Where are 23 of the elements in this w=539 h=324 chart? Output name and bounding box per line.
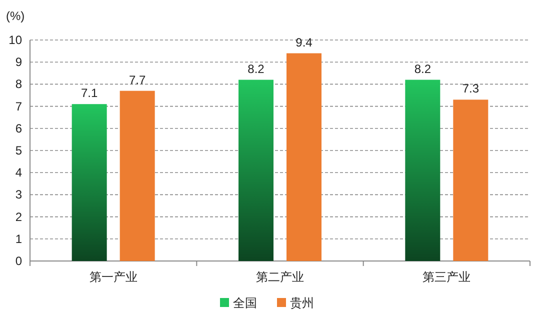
data-label: 8.2	[414, 62, 432, 76]
x-tick-label: 第一产业	[89, 270, 138, 284]
data-label: 8.2	[248, 62, 265, 76]
legend-label: 全国	[233, 296, 257, 310]
y-tick-label: 7	[15, 99, 22, 114]
data-label: 7.7	[128, 72, 146, 87]
y-tick-label: 9	[15, 55, 22, 70]
data-label: 9.4	[296, 35, 313, 50]
data-label: 7.3	[462, 82, 480, 96]
y-tick-label: 3	[15, 188, 22, 202]
y-tick-label: 2	[15, 210, 22, 224]
y-tick-label: 0	[15, 254, 22, 268]
x-tick-label: 第二产业	[256, 270, 304, 284]
legend-label: 贵州	[290, 296, 314, 310]
y-tick-label: 6	[15, 121, 22, 136]
y-tick-label: 5	[15, 144, 22, 158]
x-tick-label: 第三产业	[422, 270, 471, 284]
y-tick-label: 1	[15, 232, 22, 246]
y-tick-label: 10	[8, 33, 22, 47]
y-tick-label: 8	[15, 77, 22, 92]
y-tick-label: 4	[15, 166, 22, 180]
y-axis-title: (%)	[6, 9, 25, 23]
data-label: 7.1	[80, 86, 98, 100]
